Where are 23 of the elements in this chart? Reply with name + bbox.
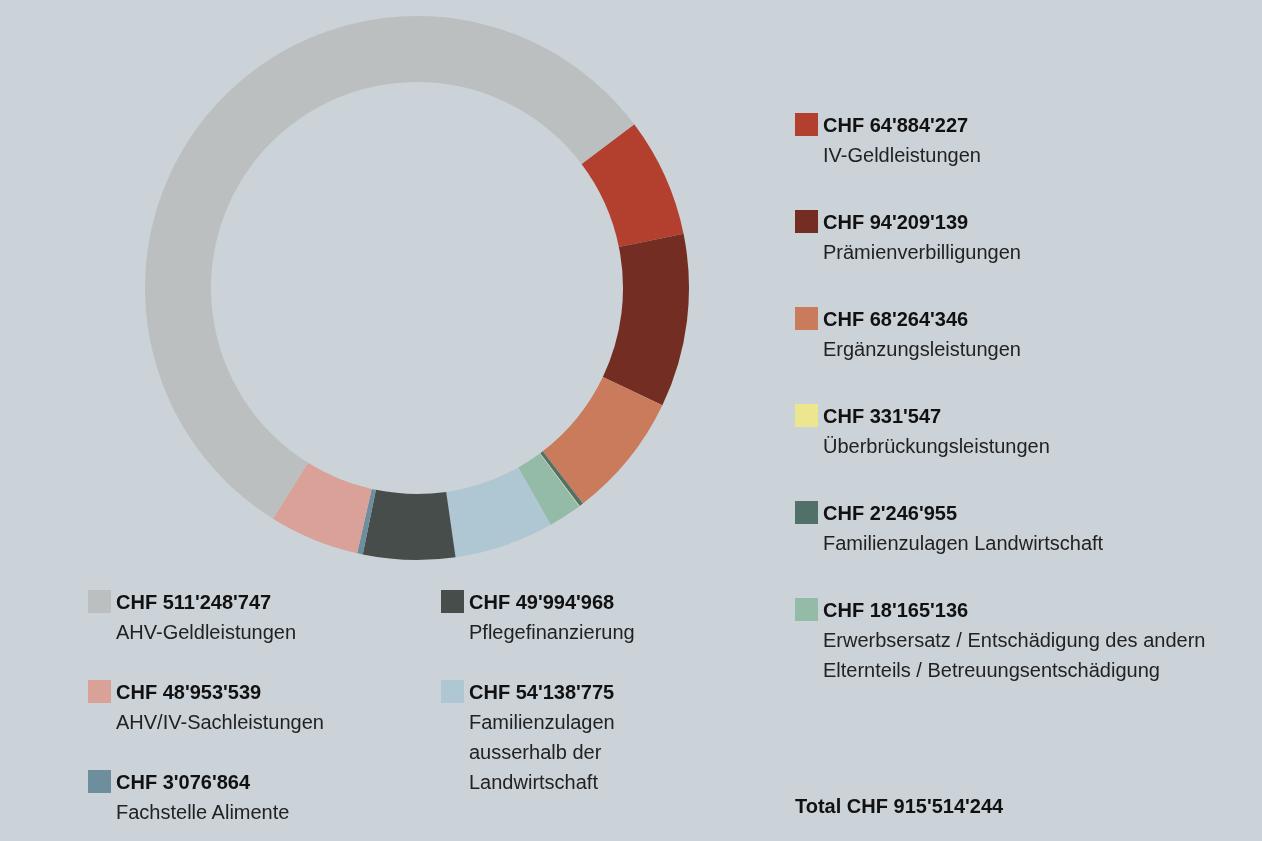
- text: Total CHF 915'514'244: [795, 795, 1004, 817]
- data-label: CHF 331'547: [823, 404, 942, 427]
- data-label: CHF 64'884'227: [823, 113, 969, 136]
- legend-label: Überbrückungsleistungen: [823, 434, 1050, 457]
- legend-label: Erwerbsersatz / Entschädigung des andern Elternteils / Betreuungsentschädigung: [823, 628, 1206, 681]
- legend-label: AHV/IV-Sachleistungen: [116, 710, 324, 733]
- legend-label: Prämienverbilligungen: [823, 240, 1021, 263]
- data-label: CHF 2'246'955: [823, 501, 958, 524]
- data-label: CHF 511'248'747: [116, 590, 272, 613]
- legend-label: Pflegefinanzierung: [469, 620, 635, 643]
- data-label: CHF 3'076'864: [116, 770, 251, 793]
- legend-label: AHV-Geldleistungen: [116, 620, 297, 643]
- legend-label: Fachstelle Alimente: [116, 800, 290, 823]
- legend-label: Familienzulagen ausserhalb der Landwirtschaft: [469, 710, 615, 793]
- legend-label: IV-Geldleistungen: [823, 143, 981, 166]
- data-label: CHF 94'209'139: [823, 210, 969, 233]
- data-label: CHF 48'953'539: [116, 680, 262, 703]
- legend-label: Familienzulagen Landwirtschaft: [823, 531, 1104, 554]
- data-label: CHF 18'165'136: [823, 598, 969, 621]
- data-label: CHF 68'264'346: [823, 307, 969, 330]
- data-label: CHF 49'994'968: [469, 590, 615, 613]
- data-label: CHF 54'138'775: [469, 680, 615, 703]
- legend-label: Ergänzungsleistungen: [823, 337, 1021, 360]
